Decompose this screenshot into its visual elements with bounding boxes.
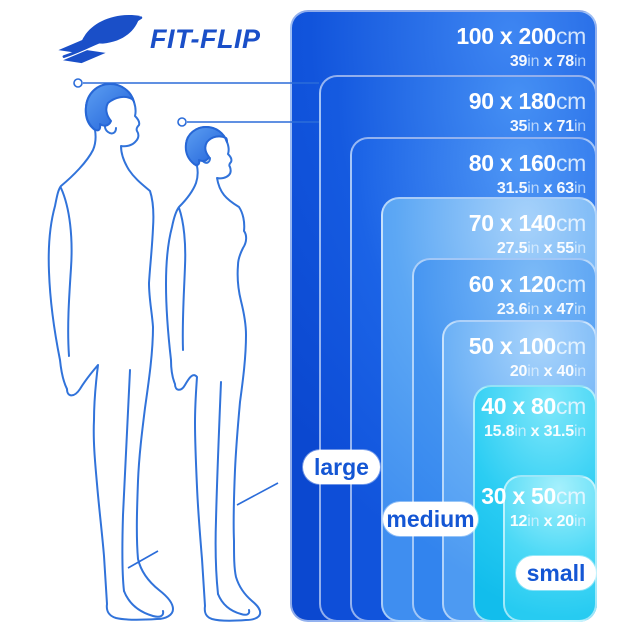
size-label-50x100: 50 x 100cm 20in x 40in (468, 333, 587, 381)
cm-dimensions: 60 x 120cm (468, 271, 587, 297)
category-pill-large: large (303, 450, 380, 484)
category-pill-medium: medium (383, 502, 478, 536)
brand-logo-text: FIT-FLIP (150, 23, 261, 54)
inch-dimensions: 35in x 71in (509, 118, 586, 136)
inch-dimensions: 31.5in x 63in (496, 180, 586, 198)
man-height-line-dot (73, 78, 83, 88)
size-label-90x180: 90 x 180cm 35in x 71in (468, 88, 587, 136)
man-outline-figure (47, 83, 174, 621)
size-rect-30x50: 30 x 50cm 12in x 20in (481, 475, 597, 622)
cm-dimensions: 80 x 160cm (468, 150, 587, 176)
inch-dimensions: 12in x 20in (509, 513, 586, 531)
inch-dimensions: 23.6in x 47in (496, 301, 586, 319)
cm-dimensions: 40 x 80cm (481, 393, 586, 419)
size-label-60x120: 60 x 120cm 23.6in x 47in (468, 271, 587, 319)
diagonal-leader-line-2 (236, 482, 279, 506)
cm-dimensions: 100 x 200cm (456, 23, 586, 49)
woman-outline-figure (165, 126, 262, 622)
diagonal-leader-line-1 (127, 550, 159, 569)
cm-dimensions: 70 x 140cm (468, 210, 587, 236)
category-pill-small: small (516, 556, 596, 590)
brand-logo: FIT-FLIP (58, 14, 260, 64)
size-label-30x50: 30 x 50cm 12in x 20in (481, 484, 586, 531)
size-label-100x200: 100 x 200cm 39in x 78in (456, 24, 586, 71)
size-label-80x160: 80 x 160cm 31.5in x 63in (468, 150, 587, 198)
woman-height-line-dot (177, 117, 187, 127)
fitflip-wing-icon (58, 15, 143, 64)
cm-dimensions: 50 x 100cm (468, 333, 587, 359)
inch-dimensions: 15.8in x 31.5in (483, 423, 586, 441)
size-label-70x140: 70 x 140cm 27.5in x 55in (468, 210, 587, 258)
inch-dimensions: 39in x 78in (509, 53, 586, 71)
inch-dimensions: 20in x 40in (509, 363, 586, 381)
size-label-40x80: 40 x 80cm 15.8in x 31.5in (481, 394, 586, 441)
cm-dimensions: 30 x 50cm (481, 483, 586, 509)
cm-dimensions: 90 x 180cm (468, 88, 587, 114)
inch-dimensions: 27.5in x 55in (496, 240, 586, 258)
